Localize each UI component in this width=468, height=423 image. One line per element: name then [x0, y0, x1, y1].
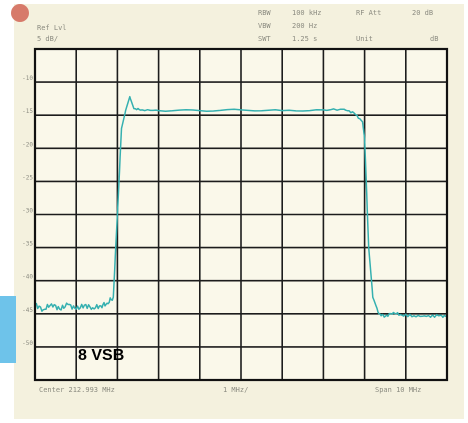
spectrum-trace: [34, 95, 448, 319]
y-tick-label: -45: [22, 307, 33, 314]
y-tick-label: -25: [22, 174, 33, 181]
y-tick-label: -50: [22, 340, 33, 347]
footer-readouts: Center 212.993 MHz 1 MHz/ Span 10 MHz: [39, 386, 421, 394]
center-frequency: Center 212.993 MHz: [39, 386, 115, 394]
vbw-value: 200 Hz: [292, 22, 317, 30]
rbw-value: 100 kHz: [292, 9, 322, 17]
y-tick-label: -15: [22, 108, 33, 115]
unit-label: Unit: [356, 35, 373, 43]
y-tick-label: -40: [22, 274, 33, 281]
vbw-label: VBW: [258, 22, 271, 30]
trace-layer: [34, 95, 448, 319]
swt-value: 1.25 s: [292, 35, 317, 43]
rbw-label: RBW: [258, 9, 271, 17]
blue-accent-strip: [0, 296, 16, 363]
swt-label: SWT: [258, 35, 271, 43]
header-readouts: Ref Lvl 5 dB/ RBW 100 kHz VBW 200 Hz SWT…: [37, 9, 438, 43]
y-tick-label: -35: [22, 241, 33, 248]
span-per-division: 1 MHz/: [223, 386, 248, 394]
ref-level-label: Ref Lvl: [37, 24, 67, 32]
y-tick-label: -10: [22, 75, 33, 82]
rf-att-label: RF Att: [356, 9, 381, 17]
y-tick-labels: -10 -15 -20 -25 -30 -35 -40 -45 -50: [22, 75, 33, 347]
signal-label: 8 VSB: [78, 347, 124, 364]
spectrum-plot: -10 -15 -20 -25 -30 -35 -40 -45 -50: [22, 47, 449, 382]
unit-value: dB: [430, 35, 438, 43]
rf-att-value: 20 dB: [412, 9, 433, 17]
y-tick-label: -30: [22, 208, 33, 215]
y-tick-label: -20: [22, 141, 33, 148]
scale-label: 5 dB/: [37, 35, 58, 43]
plot-frame: [33, 47, 449, 382]
span-value: Span 10 MHz: [375, 386, 421, 394]
plot-grid: [35, 49, 447, 380]
marker-dot: [11, 4, 29, 22]
